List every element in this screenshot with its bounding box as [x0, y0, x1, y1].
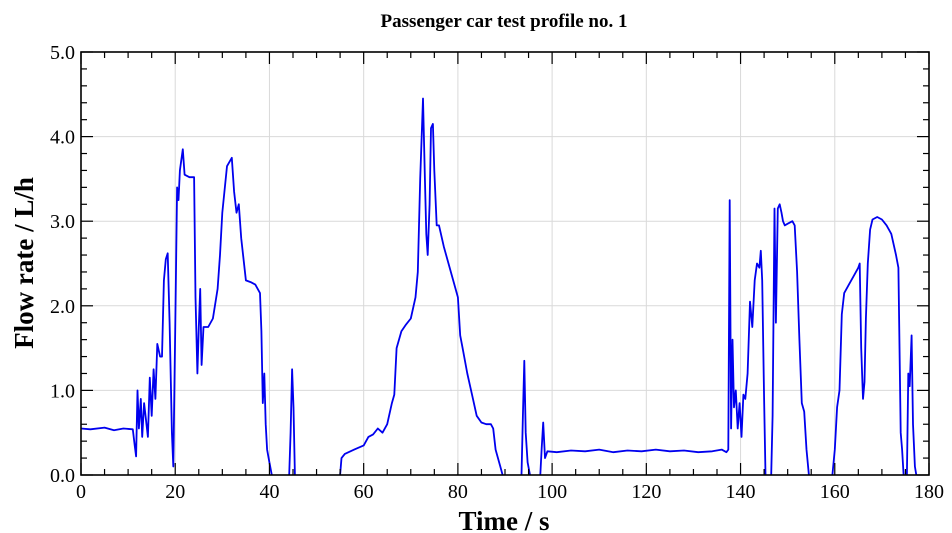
y-tick-label: 4.0: [50, 127, 75, 149]
series-line-segment: [80, 148, 273, 476]
axis-ticks: [80, 51, 930, 476]
series-layer: [80, 97, 918, 476]
x-tick-label: 40: [259, 481, 279, 503]
x-tick-label: 120: [631, 481, 661, 503]
y-tick-label: 3.0: [50, 211, 75, 233]
y-tick-label: 1.0: [50, 380, 75, 402]
chart-title: Passenger car test profile no. 1: [381, 11, 628, 32]
x-tick-label: 160: [820, 481, 850, 503]
series-line-segment: [288, 368, 296, 476]
x-axis-label: Time / s: [458, 506, 549, 533]
x-tick-label: 60: [354, 481, 374, 503]
plot-frame: [80, 51, 930, 476]
x-tick-label: 180: [914, 481, 944, 503]
x-tick-label: 20: [165, 481, 185, 503]
y-tick-label: 2.0: [50, 296, 75, 318]
y-tick-label: 0.0: [50, 465, 75, 487]
series-line-segment: [831, 216, 905, 476]
y-tick-label: 5.0: [50, 42, 75, 64]
x-tick-label: 140: [726, 481, 756, 503]
x-tick-label: 0: [76, 481, 86, 503]
series-line-segment: [906, 334, 918, 476]
series-line-segment: [770, 203, 810, 476]
y-axis-label: Flow rate / L/h: [9, 177, 39, 349]
series-line-segment: [539, 199, 767, 476]
x-tick-label: 80: [448, 481, 468, 503]
y-tick-labels: 0.0 1.0 2.0 3.0 4.0 5.0: [50, 42, 75, 487]
series-line-segment: [520, 359, 531, 476]
series-line-segment: [339, 97, 504, 476]
x-tick-labels: 0 20 40 60 80 100 120 140 160 180: [76, 481, 944, 503]
x-tick-label: 100: [537, 481, 567, 503]
grid-lines: [81, 52, 929, 475]
